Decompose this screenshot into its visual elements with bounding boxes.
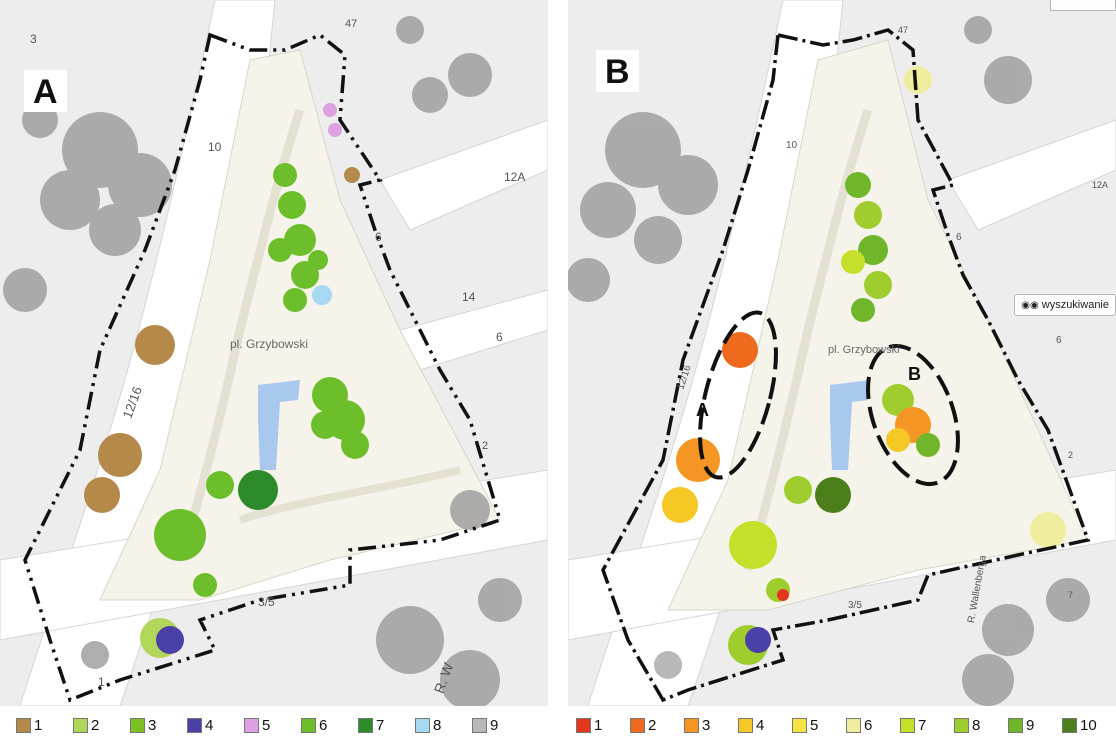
legend-label: 3 bbox=[702, 716, 711, 734]
legend-item: 7 bbox=[900, 717, 954, 734]
zone-b-outline bbox=[866, 343, 960, 487]
legend-label: 6 bbox=[319, 716, 328, 734]
search-button[interactable]: ◉◉ wyszukiwanie bbox=[1014, 294, 1116, 316]
legend-item: 7 bbox=[358, 717, 415, 734]
street-number: 3/5 bbox=[258, 595, 275, 609]
street-number: 2 bbox=[482, 440, 489, 452]
legend-label: 2 bbox=[648, 716, 657, 734]
zone-label-a: A bbox=[696, 400, 709, 420]
legend-swatch bbox=[73, 717, 88, 733]
street-number: 1 bbox=[98, 675, 105, 689]
street-number: 3 bbox=[30, 32, 37, 46]
legend-label: 1 bbox=[594, 716, 603, 734]
pond bbox=[830, 380, 870, 470]
legend-item: 2 bbox=[73, 717, 130, 734]
legend-item: 8 bbox=[954, 717, 1008, 734]
legend-label: 8 bbox=[972, 716, 981, 734]
legend-item: 4 bbox=[187, 717, 244, 734]
legend-swatch bbox=[576, 717, 591, 733]
zone-label-b: B bbox=[908, 364, 921, 384]
binoculars-icon: ◉◉ bbox=[1021, 300, 1039, 311]
street-number: 47 bbox=[345, 18, 358, 30]
street-number: 47 bbox=[898, 25, 909, 35]
search-button-label: wyszukiwanie bbox=[1041, 299, 1109, 311]
legend-b: 1 2 3 4 5 6 7 8 9 10 bbox=[576, 715, 1116, 735]
legend-item: 4 bbox=[738, 717, 792, 734]
street-number: 14 bbox=[462, 290, 476, 304]
legend-swatch bbox=[1008, 717, 1023, 733]
legend-item: 5 bbox=[792, 717, 846, 734]
legend-label: 7 bbox=[918, 716, 927, 734]
top-search-button[interactable] bbox=[1050, 0, 1116, 11]
street-number: 6 bbox=[1056, 335, 1062, 346]
legend-swatch bbox=[187, 717, 202, 733]
panel-label-b: B bbox=[596, 50, 639, 92]
legend-swatch bbox=[358, 717, 373, 733]
legend-swatch bbox=[16, 717, 31, 733]
legend-label: 9 bbox=[1026, 716, 1035, 734]
legend-item: 9 bbox=[472, 717, 529, 734]
legend-item: 6 bbox=[301, 717, 358, 734]
street-number: 10 bbox=[786, 140, 798, 151]
map-panel-b[interactable]: B A B pl. Grzybowski 10 12/16 6 6 3/5 R.… bbox=[568, 0, 1116, 706]
legend-swatch bbox=[472, 717, 487, 733]
panel-label-a: A bbox=[24, 70, 67, 112]
street-number: 12A bbox=[504, 170, 526, 184]
street-number: 10 bbox=[208, 140, 222, 154]
legend-swatch bbox=[900, 717, 915, 733]
legend-label: 6 bbox=[864, 716, 873, 734]
legend-label: 10 bbox=[1080, 716, 1097, 734]
legend-swatch bbox=[130, 717, 145, 733]
legend-label: 5 bbox=[262, 716, 271, 734]
legend-label: 5 bbox=[810, 716, 819, 734]
legend-label: 1 bbox=[34, 716, 43, 734]
legend-label: 8 bbox=[433, 716, 442, 734]
street-number: 12A bbox=[1092, 180, 1109, 190]
legend-label: 4 bbox=[756, 716, 765, 734]
legend-item: 10 bbox=[1062, 717, 1116, 734]
legend-label: 2 bbox=[91, 716, 100, 734]
street-number: 3/5 bbox=[848, 600, 862, 611]
street-number: 2 bbox=[1068, 450, 1074, 460]
street-number: 6 bbox=[956, 232, 962, 243]
street-number: 6 bbox=[375, 230, 382, 244]
legend-label: 3 bbox=[148, 716, 157, 734]
legend-swatch bbox=[954, 717, 969, 733]
pond bbox=[258, 380, 300, 470]
legend-item: 5 bbox=[244, 717, 301, 734]
street-number: 6 bbox=[496, 330, 503, 344]
legend-swatch bbox=[301, 717, 316, 733]
legend-item: 3 bbox=[130, 717, 187, 734]
zone-a-outline bbox=[698, 310, 778, 480]
map-b-canvas bbox=[568, 0, 1116, 706]
legend-a: 1 2 3 4 5 6 7 8 9 bbox=[16, 715, 529, 735]
legend-item: 6 bbox=[846, 717, 900, 734]
legend-swatch bbox=[684, 717, 699, 733]
legend-swatch bbox=[738, 717, 753, 733]
legend-swatch bbox=[846, 717, 861, 733]
legend-swatch bbox=[1062, 717, 1077, 733]
legend-swatch bbox=[792, 717, 807, 733]
legend-item: 8 bbox=[415, 717, 472, 734]
legend-swatch bbox=[630, 717, 645, 733]
legend-label: 7 bbox=[376, 716, 385, 734]
legend-swatch bbox=[244, 717, 259, 733]
legend-item: 1 bbox=[576, 717, 630, 734]
legend-label: 4 bbox=[205, 716, 214, 734]
place-name-label: pl. Grzybowski bbox=[230, 337, 309, 351]
legend-item: 3 bbox=[684, 717, 738, 734]
legend-item: 2 bbox=[630, 717, 684, 734]
street-number: 7 bbox=[1068, 590, 1074, 600]
map-panel-a[interactable]: A pl. Grzybowski 10 12/16 6 14 6 3/5 R. … bbox=[0, 0, 548, 706]
legend-swatch bbox=[415, 717, 430, 733]
legend-label: 9 bbox=[490, 716, 499, 734]
place-name-label: pl. Grzybowski bbox=[828, 344, 900, 356]
legend-item: 9 bbox=[1008, 717, 1062, 734]
legend-item: 1 bbox=[16, 717, 73, 734]
